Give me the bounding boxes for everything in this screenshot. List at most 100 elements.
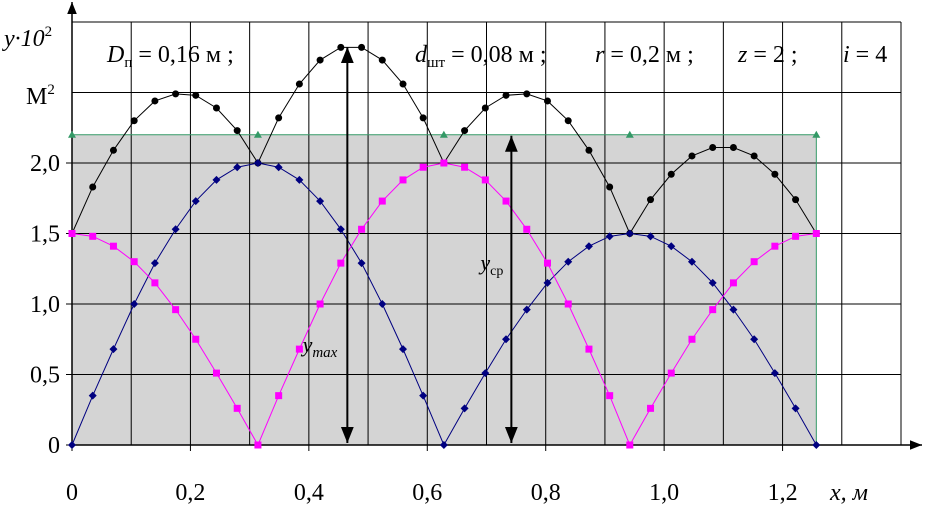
param: z = 2 ; bbox=[737, 42, 798, 68]
point bbox=[192, 335, 200, 343]
param-text: = 2 ; bbox=[747, 42, 797, 68]
point bbox=[150, 259, 159, 268]
point bbox=[233, 404, 241, 412]
point bbox=[791, 404, 800, 413]
point bbox=[130, 300, 139, 308]
point bbox=[109, 146, 117, 154]
param-symbol: d bbox=[415, 42, 428, 68]
y-units: М2 bbox=[26, 82, 55, 110]
point bbox=[191, 197, 200, 206]
point bbox=[523, 225, 531, 233]
mean-marker bbox=[625, 130, 634, 138]
x-tick-label: 0,8 bbox=[531, 480, 561, 506]
point bbox=[439, 441, 448, 449]
point bbox=[523, 90, 531, 98]
param: dшт = 0,08 м ; bbox=[415, 42, 547, 71]
point bbox=[709, 306, 717, 314]
param: i = 4 bbox=[843, 42, 887, 68]
point bbox=[812, 441, 821, 449]
point bbox=[708, 278, 717, 287]
point bbox=[522, 305, 531, 314]
point bbox=[192, 91, 200, 99]
point bbox=[646, 232, 655, 241]
point bbox=[88, 391, 97, 400]
y-tick-label: 0 bbox=[48, 433, 60, 459]
x-tick-label: 1,2 bbox=[768, 480, 798, 506]
point bbox=[253, 159, 262, 167]
point bbox=[399, 80, 407, 88]
point bbox=[626, 441, 634, 449]
point bbox=[460, 404, 469, 413]
point bbox=[130, 258, 138, 266]
y-tick-label: 1,0 bbox=[30, 292, 60, 318]
point bbox=[729, 279, 737, 287]
point bbox=[750, 335, 759, 344]
arrow-label-symbol: y bbox=[301, 332, 313, 357]
point bbox=[109, 242, 117, 250]
point bbox=[295, 175, 304, 184]
point bbox=[461, 127, 469, 135]
point bbox=[337, 259, 345, 267]
y-tick-label: 1,5 bbox=[30, 222, 60, 248]
y-label-text: y·10 bbox=[2, 26, 45, 52]
x-tick-label: 0,4 bbox=[294, 480, 324, 506]
point bbox=[543, 97, 551, 105]
x-tick-label: 0 bbox=[66, 480, 78, 506]
point bbox=[212, 175, 221, 184]
point bbox=[254, 441, 262, 449]
point bbox=[172, 306, 180, 314]
param-symbol: z bbox=[737, 42, 748, 68]
x-tick-label: 0,2 bbox=[175, 480, 205, 506]
arrow-label: yср bbox=[478, 250, 503, 279]
point bbox=[316, 56, 324, 64]
point bbox=[358, 43, 366, 51]
y-label-sup: 2 bbox=[45, 24, 53, 40]
point bbox=[130, 117, 138, 125]
point bbox=[481, 176, 489, 184]
point bbox=[606, 392, 614, 400]
grid bbox=[66, 1, 922, 451]
param-text: = 0,16 м ; bbox=[132, 42, 233, 68]
point bbox=[419, 163, 427, 171]
point bbox=[295, 80, 303, 88]
point bbox=[543, 278, 552, 287]
point bbox=[667, 369, 675, 377]
point bbox=[212, 369, 220, 377]
point bbox=[151, 97, 159, 105]
point bbox=[750, 258, 758, 266]
point bbox=[481, 104, 489, 112]
point bbox=[770, 369, 779, 378]
point bbox=[316, 300, 324, 308]
point bbox=[419, 114, 427, 122]
point bbox=[172, 90, 180, 98]
y-units-sup: 2 bbox=[47, 82, 55, 98]
point bbox=[378, 300, 387, 308]
mean-marker bbox=[439, 130, 448, 138]
point bbox=[109, 345, 118, 354]
mean-area bbox=[72, 134, 817, 446]
point bbox=[440, 159, 448, 167]
point bbox=[667, 242, 676, 251]
point bbox=[275, 392, 283, 400]
point bbox=[625, 229, 634, 238]
param-text: = 0,08 м ; bbox=[445, 42, 546, 68]
point bbox=[792, 232, 800, 240]
plot bbox=[68, 43, 821, 449]
labels: 0 0,2 0,4 0,6 0,8 1,0 1,200,51,01,52,0ymaxyсрD… bbox=[2, 24, 887, 506]
point bbox=[233, 127, 241, 135]
point bbox=[357, 259, 366, 268]
point bbox=[812, 230, 820, 237]
point bbox=[212, 104, 220, 112]
point bbox=[461, 163, 469, 171]
background bbox=[72, 134, 817, 446]
x-tick-label: 0,6 bbox=[412, 480, 442, 506]
param-text: = 0,2 м ; bbox=[604, 42, 693, 68]
point bbox=[68, 230, 76, 237]
point bbox=[667, 170, 675, 178]
point bbox=[688, 152, 696, 160]
point bbox=[709, 143, 717, 151]
param-sub: п bbox=[124, 55, 132, 71]
point bbox=[729, 305, 738, 314]
param-sub: шт bbox=[427, 55, 446, 71]
